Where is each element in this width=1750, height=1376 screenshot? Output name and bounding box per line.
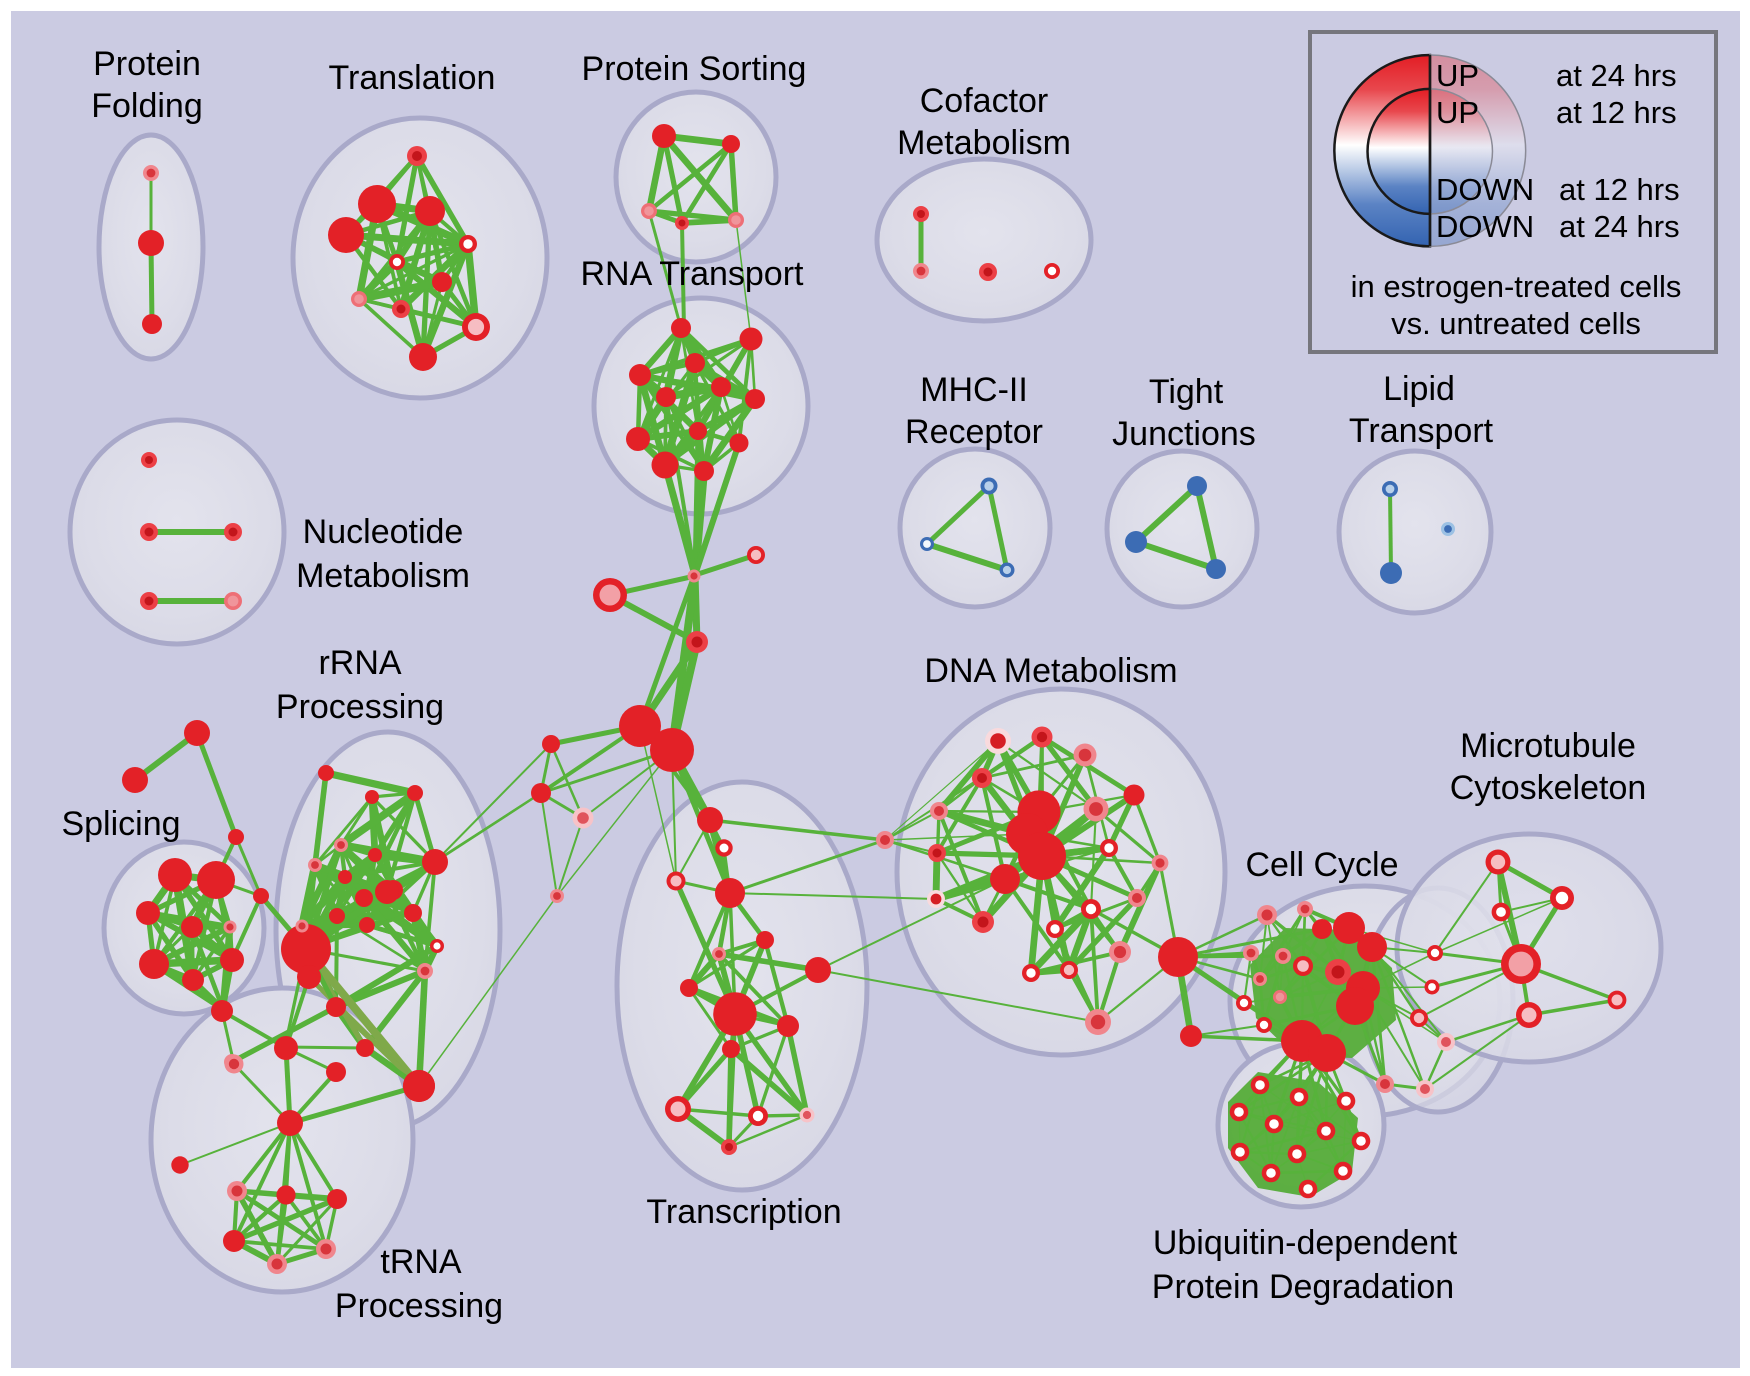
svg-text:Nucleotide: Nucleotide [303, 513, 464, 551]
svg-text:Metabolism: Metabolism [296, 557, 470, 595]
svg-text:Cytoskeleton: Cytoskeleton [1450, 769, 1647, 807]
svg-text:Cell Cycle: Cell Cycle [1245, 846, 1398, 884]
svg-text:rRNA: rRNA [318, 644, 401, 682]
svg-text:tRNA: tRNA [380, 1243, 462, 1281]
svg-text:Ubiquitin-dependent: Ubiquitin-dependent [1153, 1224, 1458, 1262]
svg-text:UP: UP [1436, 58, 1479, 93]
svg-text:Protein Degradation: Protein Degradation [1152, 1268, 1454, 1306]
svg-text:UP: UP [1436, 95, 1479, 130]
svg-text:Junctions: Junctions [1112, 415, 1256, 453]
svg-text:RNA Transport: RNA Transport [581, 255, 805, 293]
svg-text:Transport: Transport [1349, 412, 1494, 450]
svg-text:DOWN: DOWN [1436, 209, 1534, 244]
svg-text:Lipid: Lipid [1383, 370, 1455, 408]
svg-text:at 24 hrs: at 24 hrs [1556, 58, 1677, 93]
svg-text:DOWN: DOWN [1436, 172, 1534, 207]
svg-text:Microtubule: Microtubule [1460, 727, 1636, 765]
svg-text:Receptor: Receptor [905, 413, 1043, 451]
svg-text:Tight: Tight [1149, 373, 1224, 411]
svg-text:at 12 hrs: at 12 hrs [1556, 95, 1677, 130]
svg-text:at 24 hrs: at 24 hrs [1559, 209, 1680, 244]
svg-text:vs. untreated cells: vs. untreated cells [1391, 306, 1641, 341]
svg-text:MHC-II: MHC-II [920, 371, 1028, 409]
svg-text:at 12 hrs: at 12 hrs [1559, 172, 1680, 207]
svg-text:Splicing: Splicing [61, 805, 180, 843]
svg-text:Transcription: Transcription [646, 1193, 841, 1231]
svg-text:in estrogen-treated cells: in estrogen-treated cells [1351, 269, 1682, 304]
svg-text:Processing: Processing [335, 1287, 503, 1325]
svg-text:Translation: Translation [329, 59, 496, 97]
svg-text:Protein: Protein [93, 45, 201, 83]
svg-text:Folding: Folding [91, 87, 203, 125]
svg-text:Protein Sorting: Protein Sorting [582, 50, 807, 88]
svg-text:Processing: Processing [276, 688, 444, 726]
svg-text:DNA Metabolism: DNA Metabolism [924, 652, 1177, 690]
svg-text:Cofactor: Cofactor [920, 82, 1049, 120]
svg-text:Metabolism: Metabolism [897, 124, 1071, 162]
